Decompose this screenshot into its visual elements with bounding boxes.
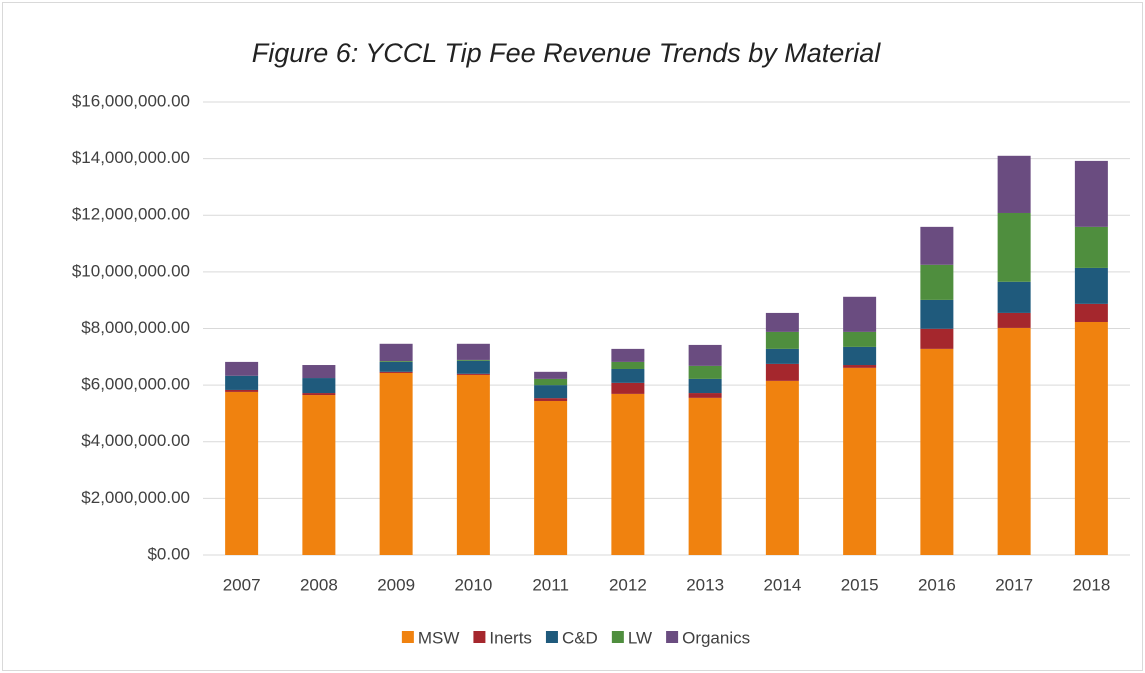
bar-segment <box>379 371 413 373</box>
bar-segment <box>843 365 877 368</box>
bar-segment <box>302 378 336 394</box>
bar-segment <box>379 361 413 362</box>
bar-segment <box>534 398 568 401</box>
chart-title: Figure 6: YCCL Tip Fee Revenue Trends by… <box>252 38 882 68</box>
bar-segment <box>997 212 1031 282</box>
bar-segment <box>997 155 1031 213</box>
bar-segment <box>1074 226 1108 268</box>
y-tick-label: $12,000,000.00 <box>72 205 190 224</box>
bar-segment <box>688 378 722 394</box>
bar-segment <box>1074 321 1108 555</box>
x-tick-label: 2017 <box>995 575 1033 594</box>
legend-swatch <box>666 631 679 643</box>
y-tick-label: $4,000,000.00 <box>81 431 190 450</box>
bar-segment <box>456 359 490 361</box>
legend-swatch <box>611 631 624 643</box>
bar-segment <box>765 312 799 332</box>
bar-segment <box>920 264 954 300</box>
x-tick-label: 2013 <box>686 575 724 594</box>
legend-label: LW <box>628 628 652 647</box>
legend-label: MSW <box>418 628 460 647</box>
legend-swatch <box>545 631 558 643</box>
bar-segment <box>843 331 877 347</box>
legend-label: Organics <box>682 628 750 647</box>
bar-segment <box>534 400 568 555</box>
y-tick-label: $6,000,000.00 <box>81 375 190 394</box>
bar-segment <box>456 360 490 374</box>
y-tick-label: $2,000,000.00 <box>81 488 190 507</box>
x-tick-label: 2014 <box>763 575 801 594</box>
bar-segment <box>225 389 259 392</box>
legend-label: C&D <box>562 628 598 647</box>
bar-segment <box>765 380 799 555</box>
bar-segment <box>456 343 490 360</box>
y-tick-label: $0.00 <box>147 544 190 563</box>
bar-segment <box>997 327 1031 555</box>
x-tick-label: 2012 <box>609 575 647 594</box>
bar-segment <box>534 378 568 386</box>
legend-swatch <box>473 631 486 643</box>
bar-segment <box>1074 303 1108 322</box>
x-tick-label: 2010 <box>454 575 492 594</box>
bar-segment <box>611 368 645 383</box>
bar-segment <box>765 348 799 364</box>
bar-segment <box>534 385 568 399</box>
bar-segment <box>456 373 490 375</box>
bar-segment <box>611 382 645 394</box>
bar-segment <box>1074 267 1108 304</box>
x-tick-label: 2009 <box>377 575 415 594</box>
y-tick-label: $16,000,000.00 <box>72 91 190 110</box>
bar-segment <box>225 391 259 555</box>
bar-segment <box>611 393 645 555</box>
bar-segment <box>843 367 877 555</box>
bar-segment <box>765 363 799 381</box>
bar-segment <box>611 361 645 369</box>
bar-segment <box>534 371 568 379</box>
bar-segment <box>688 344 722 366</box>
y-tick-label: $10,000,000.00 <box>72 261 190 280</box>
bar-segment <box>611 348 645 362</box>
bar-segment <box>765 331 799 349</box>
bar-segment <box>225 375 259 390</box>
x-tick-label: 2016 <box>918 575 956 594</box>
y-tick-label: $8,000,000.00 <box>81 318 190 337</box>
bar-segment <box>302 395 336 555</box>
bar-segment <box>302 393 336 396</box>
x-tick-label: 2011 <box>532 575 569 594</box>
legend-swatch <box>401 631 414 643</box>
x-tick-label: 2018 <box>1072 575 1110 594</box>
bar-segment <box>688 365 722 379</box>
bar-segment <box>997 281 1031 313</box>
bar-segment <box>920 348 954 555</box>
bar-segment <box>688 397 722 555</box>
bar-segment <box>920 299 954 329</box>
bar-segment <box>1074 160 1108 227</box>
bar-segment <box>379 343 413 362</box>
bar-segment <box>379 372 413 555</box>
bar-segment <box>302 365 336 379</box>
x-tick-label: 2008 <box>300 575 338 594</box>
x-tick-label: 2007 <box>223 575 261 594</box>
bar-segment <box>379 361 413 372</box>
bar-segment <box>920 328 954 349</box>
bar-segment <box>843 296 877 332</box>
bar-segment <box>843 346 877 366</box>
bar-segment <box>920 226 954 265</box>
x-tick-label: 2015 <box>841 575 879 594</box>
bar-segment <box>997 312 1031 328</box>
bar-segment <box>225 361 259 376</box>
bar-segment <box>456 374 490 555</box>
legend-label: Inerts <box>489 628 532 647</box>
y-tick-label: $14,000,000.00 <box>72 148 190 167</box>
bar-segment <box>688 393 722 398</box>
